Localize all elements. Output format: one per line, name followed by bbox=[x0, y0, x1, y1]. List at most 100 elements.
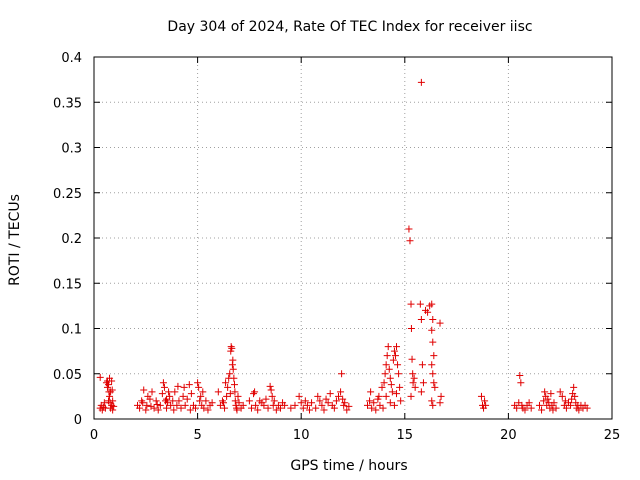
x-tick-label: 10 bbox=[293, 428, 310, 443]
data-point bbox=[558, 392, 566, 400]
data-point bbox=[199, 388, 207, 396]
data-point bbox=[393, 343, 401, 351]
data-point bbox=[394, 361, 402, 369]
data-point bbox=[381, 370, 389, 378]
x-axis-label: GPS time / hours bbox=[290, 458, 407, 474]
y-tick-label: 0.2 bbox=[61, 232, 82, 247]
data-point bbox=[187, 390, 195, 398]
data-point bbox=[541, 388, 549, 396]
grid-lines bbox=[94, 57, 612, 419]
data-points bbox=[96, 78, 591, 414]
data-point bbox=[308, 399, 316, 407]
data-point bbox=[387, 381, 395, 389]
data-point bbox=[380, 379, 388, 387]
data-point bbox=[338, 370, 346, 378]
data-point bbox=[186, 406, 194, 414]
data-point bbox=[436, 399, 444, 407]
data-point bbox=[260, 401, 268, 409]
data-point bbox=[247, 404, 255, 412]
data-point bbox=[264, 404, 272, 412]
data-point bbox=[343, 406, 351, 414]
data-point bbox=[538, 406, 546, 414]
data-point bbox=[364, 401, 372, 409]
y-axis-label: ROTI / TECUs bbox=[7, 194, 23, 286]
data-point bbox=[181, 401, 189, 409]
data-point bbox=[316, 397, 324, 405]
data-point bbox=[183, 395, 191, 403]
data-point bbox=[222, 379, 230, 387]
data-point bbox=[171, 388, 179, 396]
data-point bbox=[330, 404, 338, 412]
data-point bbox=[177, 404, 185, 412]
data-point bbox=[239, 401, 247, 409]
data-point bbox=[297, 399, 305, 407]
data-point bbox=[375, 392, 383, 400]
data-point bbox=[378, 383, 386, 391]
data-point bbox=[165, 388, 173, 396]
data-point bbox=[544, 395, 552, 403]
data-point bbox=[409, 379, 417, 387]
data-point bbox=[370, 399, 378, 407]
data-point bbox=[226, 390, 234, 398]
data-point bbox=[202, 397, 210, 405]
data-point bbox=[540, 397, 548, 405]
data-point bbox=[142, 406, 150, 414]
data-point bbox=[549, 406, 557, 414]
data-point bbox=[383, 352, 391, 360]
data-point bbox=[411, 383, 419, 391]
data-point bbox=[229, 356, 237, 364]
data-point bbox=[561, 397, 569, 405]
data-point bbox=[185, 381, 193, 389]
data-point bbox=[366, 397, 374, 405]
data-point bbox=[389, 356, 397, 364]
data-point bbox=[409, 370, 417, 378]
data-point bbox=[324, 399, 332, 407]
data-point bbox=[195, 383, 203, 391]
data-point bbox=[391, 352, 399, 360]
data-point bbox=[410, 374, 418, 382]
data-point bbox=[146, 395, 154, 403]
data-point bbox=[367, 388, 375, 396]
data-point bbox=[407, 325, 415, 332]
data-point bbox=[395, 370, 403, 378]
x-tick-label: 15 bbox=[397, 428, 414, 443]
data-point bbox=[106, 399, 114, 407]
data-point bbox=[234, 392, 242, 400]
data-point bbox=[295, 392, 303, 400]
data-point bbox=[140, 386, 148, 394]
data-point bbox=[139, 399, 147, 407]
data-point bbox=[339, 395, 347, 403]
data-point bbox=[299, 404, 307, 412]
data-point bbox=[405, 225, 413, 233]
data-point bbox=[272, 406, 280, 414]
data-point bbox=[337, 388, 345, 396]
axis-ticks: 0 5 10 15 20 25 0 0.05 0.1 0.15 0.2 0.25 0.3 0.35 0.4 bbox=[53, 51, 620, 443]
data-point bbox=[266, 382, 274, 390]
data-point bbox=[386, 374, 394, 382]
data-point bbox=[368, 404, 376, 412]
data-point bbox=[341, 399, 349, 407]
data-point bbox=[562, 404, 570, 412]
data-point bbox=[390, 347, 398, 355]
data-point bbox=[372, 406, 380, 414]
data-point bbox=[430, 379, 438, 387]
data-point bbox=[179, 392, 187, 400]
data-point bbox=[106, 392, 114, 400]
data-point bbox=[154, 406, 162, 414]
y-tick-label: 0.4 bbox=[61, 51, 82, 66]
data-point bbox=[192, 404, 200, 412]
data-point bbox=[382, 361, 390, 369]
data-point bbox=[428, 326, 436, 334]
data-point bbox=[419, 379, 427, 387]
data-point bbox=[276, 404, 284, 412]
data-point bbox=[418, 361, 426, 369]
data-point bbox=[180, 383, 188, 391]
data-point bbox=[194, 379, 202, 387]
data-point bbox=[230, 374, 238, 382]
data-point bbox=[169, 397, 177, 405]
data-point bbox=[204, 406, 212, 414]
data-point bbox=[431, 383, 439, 391]
data-point bbox=[245, 397, 253, 405]
data-point bbox=[233, 404, 241, 412]
data-point bbox=[575, 406, 583, 414]
